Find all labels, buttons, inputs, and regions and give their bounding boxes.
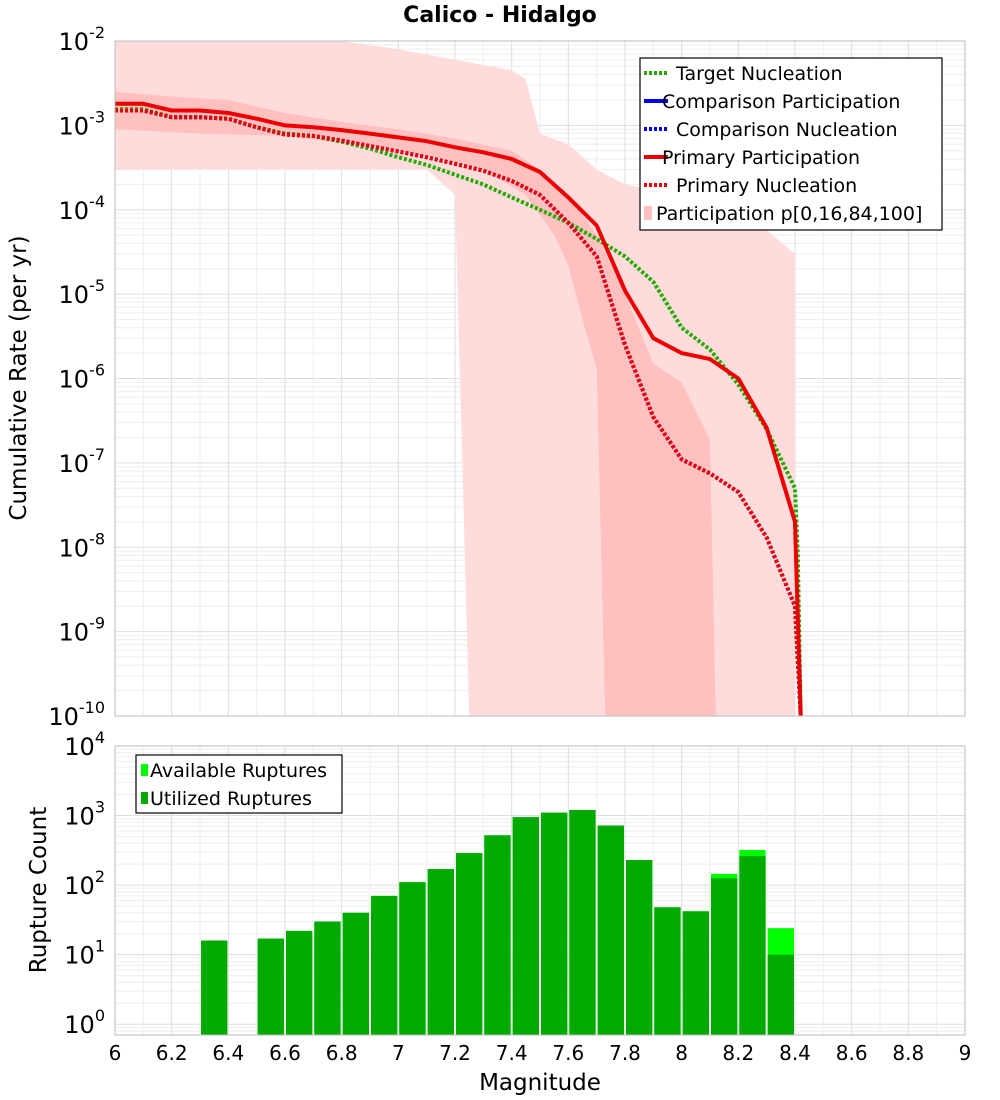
y-tick-label: 10-7	[59, 445, 106, 478]
x-tick-label: 7.6	[552, 1041, 584, 1065]
legend-label: Primary Participation	[662, 147, 860, 169]
y-tick-label: 104	[64, 728, 105, 761]
legend-swatch	[644, 206, 652, 220]
legend-swatch	[141, 764, 148, 776]
chart-title: Calico - Hidalgo	[403, 3, 597, 28]
legend-item: Available Ruptures	[141, 760, 327, 782]
count-bars	[201, 810, 794, 1035]
count-panel: 100 101 102 103 104 6 6.2 6.4 6.6 6.8 7 7.2 7.4 7.6 7…	[26, 728, 971, 1096]
bar-utilized-ruptures	[512, 817, 539, 1035]
rate-panel: 10-10 10-9 10-8 10-7 10-6 10-5 10-4 10-3 10-2 Cu…	[6, 23, 966, 731]
x-tick-label: 7.4	[496, 1041, 528, 1065]
x-tick-label: 6.2	[156, 1041, 188, 1065]
y-tick-label: 103	[64, 798, 105, 831]
rate-legend: Target Nucleation Comparison Participatio…	[639, 57, 943, 231]
bar-utilized-ruptures	[626, 860, 653, 1035]
bar-utilized-ruptures	[456, 853, 483, 1035]
y-tick-label: 101	[64, 937, 105, 970]
bar-utilized-ruptures	[541, 812, 568, 1035]
bar-utilized-ruptures	[201, 940, 228, 1035]
y-tick-label: 10-9	[59, 614, 106, 647]
y-tick-label: 10-8	[59, 529, 106, 562]
legend-swatch	[141, 792, 148, 804]
y-tick-label: 10-3	[59, 107, 106, 140]
bar-utilized-ruptures	[739, 856, 766, 1035]
x-tick-label: 8.2	[722, 1041, 754, 1065]
x-tick-label: 8.6	[836, 1041, 868, 1065]
legend-item: Comparison Nucleation	[644, 119, 898, 141]
x-tick-label: 9	[959, 1041, 972, 1065]
legend-item: Utilized Ruptures	[141, 788, 312, 810]
legend-label: Target Nucleation	[675, 63, 843, 85]
bar-utilized-ruptures	[569, 810, 596, 1035]
count-plot-border	[114, 745, 966, 1036]
bar-utilized-ruptures	[767, 954, 794, 1035]
y-tick-label: 10-10	[48, 698, 105, 731]
bar-utilized-ruptures	[286, 930, 313, 1035]
x-tick-label: 7.8	[609, 1041, 641, 1065]
legend-label: Comparison Nucleation	[676, 119, 898, 141]
y-tick-label: 102	[64, 867, 105, 900]
x-axis-label: Magnitude	[479, 1070, 601, 1096]
bar-utilized-ruptures	[371, 895, 398, 1035]
bar-utilized-ruptures	[711, 878, 738, 1035]
bar-utilized-ruptures	[342, 912, 369, 1035]
x-tick-label: 8.4	[779, 1041, 811, 1065]
legend-item: Target Nucleation	[644, 63, 843, 85]
legend-item: Primary Nucleation	[644, 175, 857, 197]
count-grid	[114, 746, 966, 1036]
y-tick-label: 100	[64, 1006, 105, 1039]
x-tick-label: 8	[675, 1041, 688, 1065]
count-legend: Available Ruptures Utilized Ruptures	[135, 754, 343, 814]
count-legend-box	[135, 754, 343, 814]
bar-utilized-ruptures	[314, 921, 341, 1035]
x-tick-label: 6.8	[326, 1041, 358, 1065]
legend-label: Participation p[0,16,84,100]	[656, 203, 922, 225]
count-y-axis-label: Rupture Count	[26, 807, 52, 973]
rate-bands	[115, 41, 795, 717]
x-tick-label: 8.8	[892, 1041, 924, 1065]
bar-utilized-ruptures	[654, 907, 681, 1035]
rate-plot-border	[114, 40, 966, 717]
x-tick-label: 6.6	[269, 1041, 301, 1065]
bar-utilized-ruptures	[682, 911, 709, 1035]
x-tick-label: 6	[109, 1041, 122, 1065]
band-p16-p84	[115, 91, 716, 717]
x-tick-label: 6.4	[212, 1041, 244, 1065]
bar-utilized-ruptures	[399, 882, 426, 1035]
series-primary-nucleation	[115, 108, 803, 717]
bar-utilized-ruptures	[597, 825, 624, 1035]
x-ticks: 6 6.2 6.4 6.6 6.8 7 7.2 7.4 7.6 7.8 8 8.2 8.4 8.6 8.8 9	[109, 1041, 972, 1065]
x-tick-label: 7	[392, 1041, 405, 1065]
legend-label: Comparison Participation	[662, 91, 900, 113]
y-tick-label: 10-5	[59, 276, 106, 309]
legend-label: Primary Nucleation	[676, 175, 857, 197]
y-tick-label: 10-2	[59, 23, 106, 56]
bar-utilized-ruptures	[484, 835, 511, 1035]
count-y-ticks: 100 101 102 103 104	[64, 728, 105, 1039]
rate-y-ticks: 10-10 10-9 10-8 10-7 10-6 10-5 10-4 10-3 10-2	[48, 23, 105, 731]
series-primary-participation	[115, 101, 803, 717]
y-tick-label: 10-6	[59, 361, 106, 394]
x-tick-label: 7.2	[439, 1041, 471, 1065]
legend-item: Comparison Participation	[644, 91, 900, 113]
rate-legend-box	[639, 57, 943, 231]
bar-utilized-ruptures	[427, 869, 454, 1035]
rate-y-axis-label: Cumulative Rate (per yr)	[6, 235, 32, 520]
bar-utilized-ruptures	[257, 938, 284, 1035]
legend-item: Primary Participation	[644, 147, 860, 169]
legend-item: Participation p[0,16,84,100]	[644, 203, 922, 225]
legend-label: Utilized Ruptures	[150, 788, 312, 810]
y-tick-label: 10-4	[59, 192, 106, 225]
legend-label: Available Ruptures	[150, 760, 327, 782]
rate-series	[115, 101, 803, 717]
